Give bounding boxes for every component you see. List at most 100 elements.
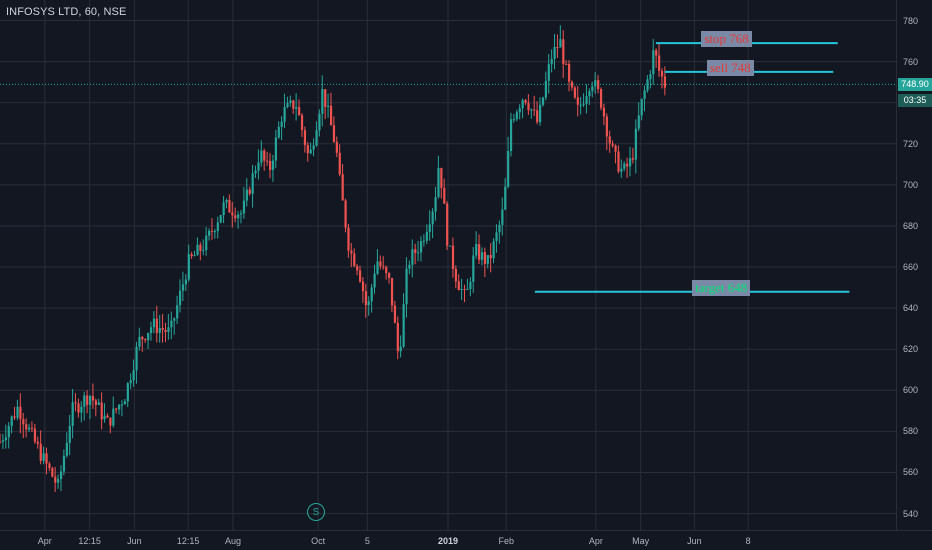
candle-body bbox=[489, 255, 492, 259]
candle-body bbox=[579, 104, 582, 106]
candle-body bbox=[550, 58, 553, 65]
candle-body bbox=[97, 402, 100, 405]
time-tick-label: Oct bbox=[311, 536, 326, 546]
candle-body bbox=[187, 254, 190, 280]
candle-body bbox=[327, 105, 330, 107]
candle-body bbox=[472, 255, 475, 282]
candle-body bbox=[431, 211, 434, 225]
candle-body bbox=[68, 425, 71, 443]
candle-body bbox=[45, 453, 48, 464]
candle-body bbox=[158, 327, 161, 333]
candle-body bbox=[588, 91, 591, 97]
candle-body bbox=[83, 395, 86, 407]
candle-body bbox=[495, 232, 498, 242]
candle-body bbox=[112, 408, 115, 426]
candle-body bbox=[263, 150, 266, 161]
candle-body bbox=[202, 250, 205, 252]
candle-body bbox=[634, 128, 638, 160]
candle-body bbox=[446, 203, 449, 246]
candle-body bbox=[399, 346, 402, 352]
candle-body bbox=[480, 252, 484, 260]
candle-body bbox=[315, 130, 318, 146]
price-tick-label: 660 bbox=[903, 262, 919, 273]
candle-body bbox=[608, 136, 611, 144]
price-axis-divider bbox=[896, 0, 897, 530]
candle-body bbox=[25, 424, 28, 430]
candle-body bbox=[570, 81, 574, 88]
candle-body bbox=[286, 103, 289, 108]
candle-body bbox=[94, 400, 98, 405]
level-label[interactable]: stop 768 bbox=[701, 31, 752, 48]
candle-body bbox=[614, 145, 617, 152]
candle-body bbox=[562, 39, 565, 64]
candle-body bbox=[292, 100, 295, 109]
candle-body bbox=[88, 396, 92, 405]
candle-body bbox=[524, 100, 527, 103]
time-axis-divider bbox=[0, 530, 932, 531]
candle-body bbox=[367, 301, 370, 306]
candle-body bbox=[91, 396, 95, 401]
candle-body bbox=[306, 145, 309, 154]
candle-body bbox=[504, 186, 507, 210]
candle-body bbox=[222, 202, 225, 216]
level-label[interactable]: sell 748 bbox=[706, 59, 754, 76]
candle-body bbox=[620, 168, 623, 172]
candle-body bbox=[553, 47, 556, 59]
candle-body bbox=[257, 162, 260, 171]
candle-body bbox=[132, 370, 135, 381]
candle-body bbox=[425, 231, 428, 241]
candle-body bbox=[541, 97, 545, 105]
candle-body bbox=[408, 264, 411, 269]
candle-body bbox=[370, 287, 373, 302]
candle-body bbox=[507, 151, 510, 187]
candle-body bbox=[100, 402, 103, 420]
price-tick-label: 680 bbox=[903, 220, 919, 231]
candle-body bbox=[1, 440, 5, 442]
candle-body bbox=[164, 329, 167, 332]
time-tick-label: May bbox=[632, 536, 650, 546]
candle-body bbox=[295, 107, 298, 109]
countdown-tag: 03:35 bbox=[898, 94, 932, 108]
candle-body bbox=[585, 96, 588, 104]
candle-body bbox=[144, 339, 147, 341]
candle-body bbox=[109, 417, 112, 426]
candle-body bbox=[65, 442, 68, 456]
candle-body bbox=[152, 318, 156, 328]
candle-body bbox=[126, 383, 129, 402]
time-tick-label: 2019 bbox=[437, 536, 459, 546]
candle-body bbox=[71, 402, 74, 426]
candle-body bbox=[283, 107, 286, 122]
candle-body bbox=[181, 284, 185, 291]
candle-body bbox=[39, 443, 42, 461]
candle-body bbox=[591, 86, 594, 92]
session-icon[interactable]: S bbox=[307, 503, 325, 521]
candle-body bbox=[390, 277, 394, 306]
price-tick-label: 760 bbox=[903, 56, 919, 67]
candle-body bbox=[19, 406, 22, 420]
time-tick-label: 12:15 bbox=[176, 536, 200, 546]
candle-body bbox=[155, 318, 158, 333]
candle-body bbox=[16, 406, 19, 418]
candle-body bbox=[556, 47, 559, 49]
candle-body bbox=[33, 428, 37, 442]
candle-body bbox=[248, 189, 251, 194]
candle-body bbox=[103, 415, 106, 420]
candle-body bbox=[0, 441, 2, 443]
candle-body bbox=[237, 214, 240, 219]
candle-body bbox=[530, 109, 533, 111]
candle-body bbox=[361, 281, 365, 292]
candle-body bbox=[141, 336, 144, 340]
candle-body bbox=[385, 266, 388, 274]
candle-body bbox=[565, 63, 568, 65]
candle-body bbox=[280, 121, 283, 127]
candle-body bbox=[22, 419, 25, 425]
candle-body bbox=[324, 89, 327, 107]
candle-body bbox=[274, 137, 278, 161]
candle-body bbox=[80, 406, 83, 413]
level-label[interactable]: target 648 bbox=[692, 279, 751, 296]
candle-body bbox=[419, 241, 423, 253]
candle-body bbox=[161, 327, 164, 330]
candle-body bbox=[509, 119, 513, 152]
